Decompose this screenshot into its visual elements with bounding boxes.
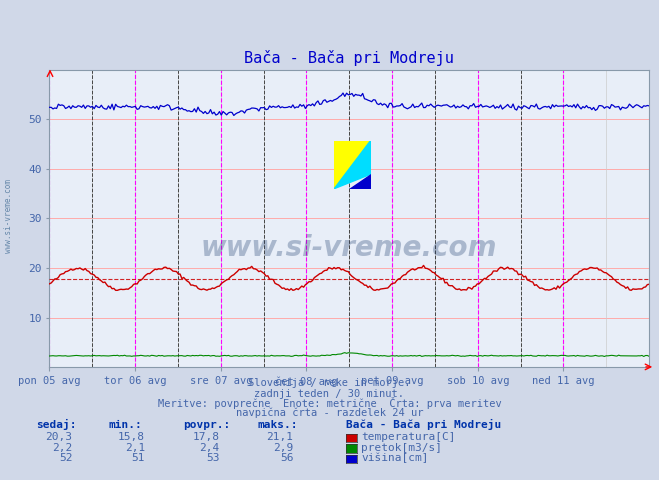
- Text: temperatura[C]: temperatura[C]: [361, 432, 455, 442]
- Text: 2,2: 2,2: [52, 443, 72, 453]
- Text: 21,1: 21,1: [266, 432, 293, 442]
- Polygon shape: [334, 141, 370, 189]
- Text: 51: 51: [132, 453, 145, 463]
- Text: min.:: min.:: [109, 420, 142, 430]
- Text: pretok[m3/s]: pretok[m3/s]: [361, 443, 442, 453]
- Text: 53: 53: [206, 453, 219, 463]
- Polygon shape: [349, 174, 370, 189]
- Text: www.si-vreme.com: www.si-vreme.com: [4, 179, 13, 253]
- Text: Slovenija / reke in morje.: Slovenija / reke in morje.: [248, 378, 411, 388]
- Text: zadnji teden / 30 minut.: zadnji teden / 30 minut.: [254, 389, 405, 399]
- Text: višina[cm]: višina[cm]: [361, 453, 428, 463]
- Text: maks.:: maks.:: [257, 420, 297, 430]
- Text: 15,8: 15,8: [118, 432, 145, 442]
- Text: 2,4: 2,4: [199, 443, 219, 453]
- Text: www.si-vreme.com: www.si-vreme.com: [201, 234, 498, 262]
- Title: Bača - Bača pri Modreju: Bača - Bača pri Modreju: [244, 49, 454, 66]
- Text: Meritve: povprečne  Enote: metrične  Črta: prva meritev: Meritve: povprečne Enote: metrične Črta:…: [158, 396, 501, 408]
- Text: Bača - Bača pri Modreju: Bača - Bača pri Modreju: [346, 419, 501, 430]
- Text: 52: 52: [59, 453, 72, 463]
- Polygon shape: [334, 141, 370, 189]
- Text: 20,3: 20,3: [45, 432, 72, 442]
- Text: 56: 56: [280, 453, 293, 463]
- Text: 2,9: 2,9: [273, 443, 293, 453]
- Text: povpr.:: povpr.:: [183, 420, 231, 430]
- Text: navpična črta - razdelek 24 ur: navpična črta - razdelek 24 ur: [236, 408, 423, 418]
- Text: 2,1: 2,1: [125, 443, 145, 453]
- Text: 17,8: 17,8: [192, 432, 219, 442]
- Text: sedaj:: sedaj:: [36, 419, 76, 430]
